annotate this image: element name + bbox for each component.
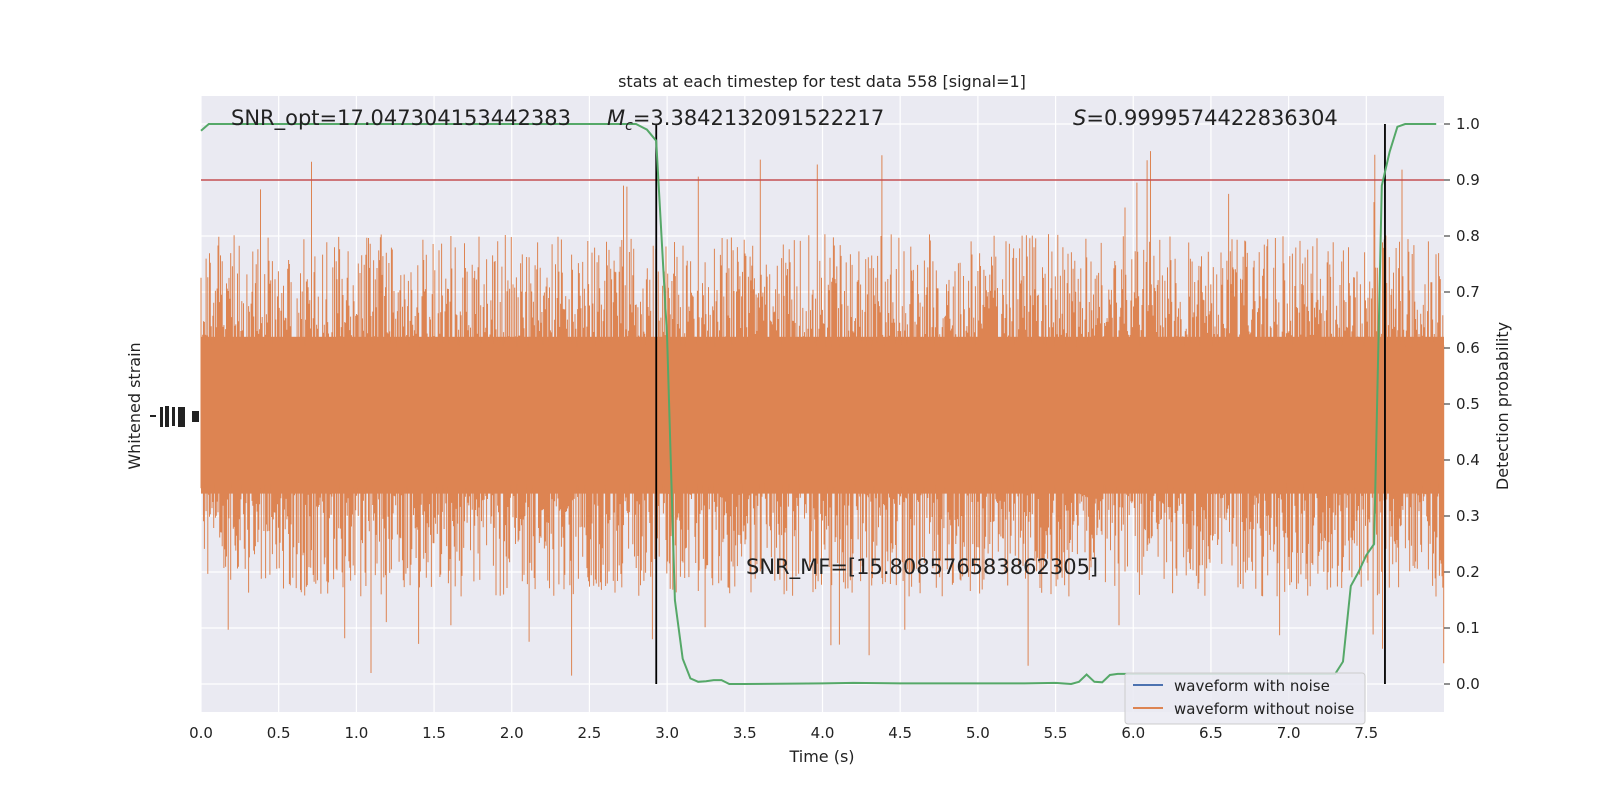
x-tick-label: 5.5 — [1044, 724, 1068, 742]
left-tick-block — [192, 411, 199, 422]
chirp-mass-annotation: Mc=3.3842132091522217 — [607, 106, 884, 134]
legend-label-with-noise: waveform with noise — [1174, 677, 1330, 695]
x-tick-labels: 0.0 0.5 1.0 1.5 2.0 2.5 3.0 3.5 4.0 4.5 5.0 5.5 6.0 6… — [189, 724, 1378, 742]
y-tick-label: 0.6 — [1456, 339, 1480, 357]
detection-probability-line — [200, 123, 1437, 686]
y-tick-label: 0.5 — [1456, 395, 1480, 413]
snr-opt-annotation: SNR_opt=17.047304153442383 — [231, 106, 571, 131]
y-tick-label: 0.7 — [1456, 283, 1480, 301]
mc-value: =3.3842132091522217 — [633, 106, 884, 130]
legend-box — [1124, 672, 1366, 725]
left-axis-tick-marks — [150, 406, 199, 427]
x-tick-label: 3.0 — [655, 724, 679, 742]
mc-symbol: M — [607, 106, 625, 130]
overlay-lines — [201, 124, 1444, 684]
y-axis-label-right: Detection probability — [1493, 322, 1512, 490]
y-tick-label: 0.0 — [1456, 675, 1480, 693]
left-tick-block — [150, 415, 156, 417]
x-tick-label: 1.0 — [344, 724, 368, 742]
x-tick-label: 7.0 — [1277, 724, 1301, 742]
y-tick-label: 0.1 — [1456, 619, 1480, 637]
y-tick-label: 0.4 — [1456, 451, 1480, 469]
left-tick-block — [165, 406, 169, 427]
legend: waveform with noise waveform without noi… — [1124, 672, 1366, 725]
y-tick-labels-right: 0.0 0.1 0.2 0.3 0.4 0.5 0.6 0.7 0.8 0.9 1.0 — [1444, 115, 1480, 693]
x-tick-label: 0.5 — [267, 724, 291, 742]
y-tick-label: 0.3 — [1456, 507, 1480, 525]
legend-label-without-noise: waveform without noise — [1174, 700, 1354, 718]
x-tick-label: 6.0 — [1121, 724, 1145, 742]
x-tick-label: 3.5 — [733, 724, 757, 742]
x-tick-label: 7.5 — [1354, 724, 1378, 742]
strain-series — [200, 151, 1445, 676]
y-axis-label-left: Whitened strain — [125, 342, 144, 469]
snr-mf-annotation: SNR_MF=[15.808576583862305] — [746, 555, 1098, 580]
x-tick-label: 2.5 — [578, 724, 602, 742]
left-tick-block — [172, 407, 175, 426]
s-value: =0.9999574422836304 — [1086, 106, 1337, 130]
waveform-without-noise — [200, 151, 1445, 676]
left-tick-block — [160, 407, 163, 427]
x-tick-label: 0.0 — [189, 724, 213, 742]
chart-title: stats at each timestep for test data 558… — [618, 72, 1026, 91]
s-symbol: S — [1073, 106, 1086, 130]
y-tick-label: 0.9 — [1456, 171, 1480, 189]
mc-subscript: c — [625, 118, 633, 134]
x-axis-label: Time (s) — [788, 747, 854, 766]
x-tick-label: 6.5 — [1199, 724, 1223, 742]
y-tick-label: 1.0 — [1456, 115, 1480, 133]
x-tick-label: 4.5 — [888, 724, 912, 742]
x-tick-label: 1.5 — [422, 724, 446, 742]
y-tick-label: 0.2 — [1456, 563, 1480, 581]
probability-series — [200, 123, 1437, 686]
left-tick-block — [178, 407, 185, 427]
y-tick-label: 0.8 — [1456, 227, 1480, 245]
x-tick-label: 2.0 — [500, 724, 524, 742]
score-annotation: S=0.9999574422836304 — [1073, 106, 1338, 130]
x-tick-label: 5.0 — [966, 724, 990, 742]
x-tick-label: 4.0 — [811, 724, 835, 742]
